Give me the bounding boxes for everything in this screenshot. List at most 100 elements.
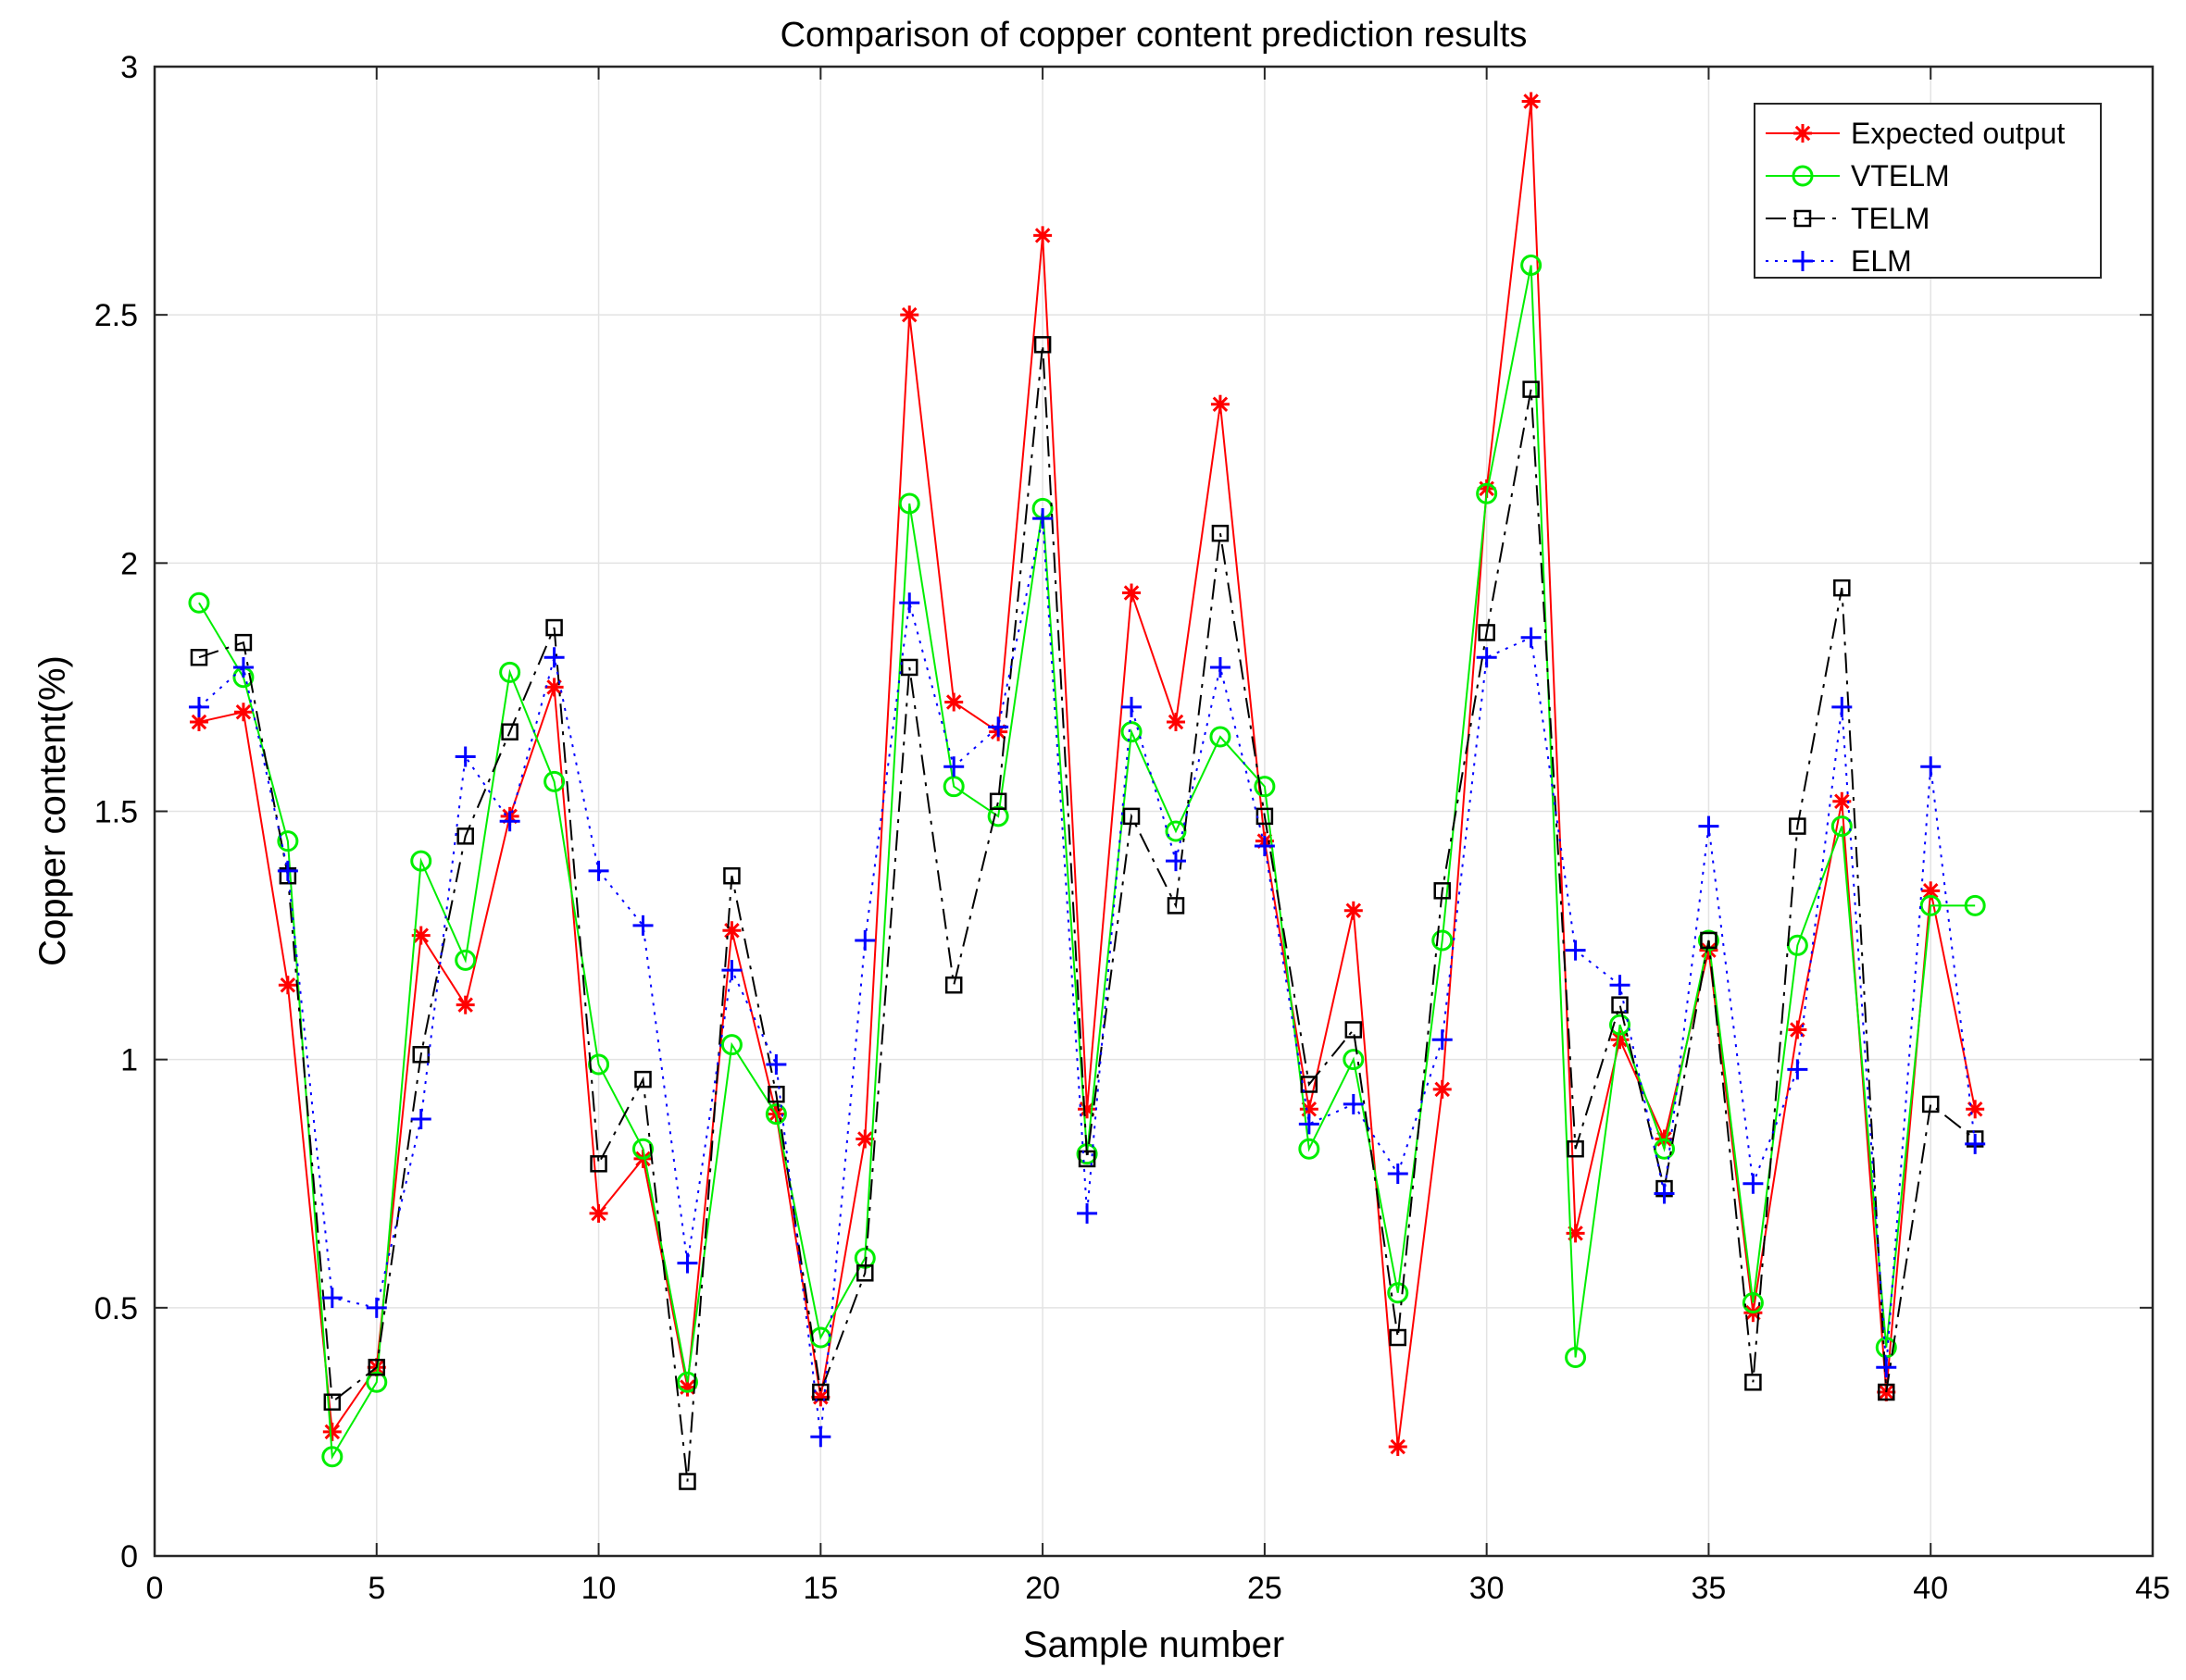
data-point-expected-output <box>722 921 742 940</box>
x-tick-label: 5 <box>368 1571 385 1606</box>
data-point-vtelm <box>987 805 1009 828</box>
data-point-vtelm <box>765 1103 787 1126</box>
x-tick-label: 45 <box>2135 1571 2170 1606</box>
data-point-expected-output <box>1210 394 1230 414</box>
data-point-vtelm <box>321 1446 344 1468</box>
data-point-elm <box>588 860 609 881</box>
data-point-elm <box>410 1109 431 1130</box>
legend-marker-vtelm <box>1792 165 1814 187</box>
data-point-elm <box>1254 836 1275 857</box>
data-point-elm <box>810 1426 831 1448</box>
data-point-vtelm <box>1520 255 1543 277</box>
data-point-elm <box>1654 1183 1675 1204</box>
data-point-elm <box>277 860 298 881</box>
data-point-telm <box>768 1085 785 1103</box>
data-point-telm <box>1478 624 1495 641</box>
data-point-expected-output <box>278 976 297 995</box>
data-point-expected-output <box>1966 1100 1985 1119</box>
data-point-vtelm <box>720 1034 743 1056</box>
data-point-telm <box>545 618 563 637</box>
data-point-elm <box>1831 696 1853 717</box>
data-point-telm <box>234 633 253 652</box>
data-point-vtelm <box>277 830 299 852</box>
data-point-expected-output <box>1122 583 1142 603</box>
y-axis-label: Copper content(%) <box>32 655 73 966</box>
data-point-elm <box>232 656 254 678</box>
data-point-vtelm <box>1254 776 1276 798</box>
data-point-elm <box>1965 1133 1986 1154</box>
y-tick-label: 1 <box>120 1043 138 1078</box>
data-point-expected-output <box>456 995 475 1014</box>
series-line-elm <box>198 517 1977 1437</box>
data-point-elm <box>499 811 520 832</box>
data-point-vtelm <box>410 850 432 872</box>
data-point-vtelm <box>1964 894 1986 916</box>
data-point-expected-output <box>322 1422 342 1441</box>
legend-label-telm: TELM <box>1851 202 1930 235</box>
data-point-vtelm <box>499 661 521 683</box>
data-point-elm <box>455 746 476 767</box>
x-tick-label: 20 <box>1025 1571 1060 1606</box>
data-point-elm <box>1077 1202 1098 1224</box>
data-point-telm <box>1878 1383 1895 1401</box>
data-point-elm <box>1787 1059 1808 1080</box>
data-point-vtelm <box>1165 820 1187 842</box>
data-point-elm <box>988 716 1009 738</box>
data-point-vtelm <box>1919 894 1942 916</box>
data-point-elm <box>1298 1114 1319 1135</box>
legend-label-vtelm: VTELM <box>1851 159 1950 193</box>
data-point-elm <box>721 960 743 981</box>
data-point-elm <box>366 1297 387 1318</box>
data-point-telm <box>1700 931 1718 950</box>
x-tick-label: 40 <box>1913 1571 1948 1606</box>
data-point-telm <box>1211 524 1230 542</box>
data-point-telm <box>1433 882 1451 900</box>
chart-title: Comparison of copper content prediction … <box>781 16 1528 55</box>
data-point-expected-output <box>589 1203 608 1223</box>
data-point-vtelm <box>1830 815 1853 838</box>
y-tick-label: 2 <box>120 546 138 581</box>
data-point-vtelm <box>1209 726 1231 748</box>
data-point-telm <box>1522 380 1540 398</box>
data-point-vtelm <box>1431 929 1454 952</box>
data-point-telm <box>723 866 741 885</box>
x-tick-label: 35 <box>1692 1571 1727 1606</box>
data-point-telm <box>1300 1076 1318 1093</box>
data-point-telm <box>812 1383 830 1401</box>
data-point-elm <box>1387 1164 1408 1185</box>
data-point-expected-output <box>1033 226 1053 245</box>
data-point-elm <box>766 1054 787 1076</box>
data-point-vtelm <box>588 1053 610 1076</box>
data-point-elm <box>1209 656 1230 678</box>
series-telm <box>190 336 1984 1490</box>
data-point-elm <box>1920 756 1942 778</box>
data-point-elm <box>677 1252 698 1274</box>
data-point-vtelm <box>1565 1346 1587 1368</box>
data-point-elm <box>543 647 565 668</box>
data-point-telm <box>1611 996 1629 1014</box>
data-point-expected-output <box>900 305 919 325</box>
data-point-telm <box>1744 1374 1762 1391</box>
data-point-vtelm <box>632 1138 655 1160</box>
data-point-expected-output <box>1432 1079 1452 1099</box>
data-point-vtelm <box>1298 1138 1320 1160</box>
data-point-expected-output <box>1521 92 1541 111</box>
data-point-telm <box>1344 1021 1363 1039</box>
data-point-telm <box>1078 1150 1096 1168</box>
legend-marker-elm <box>1793 251 1813 271</box>
series-elm <box>188 508 1986 1448</box>
series-expected-output <box>189 92 1985 1457</box>
data-point-telm <box>190 648 208 666</box>
data-point-elm <box>632 915 654 936</box>
data-point-telm <box>1389 1328 1407 1347</box>
data-point-vtelm <box>1120 721 1143 743</box>
data-point-elm <box>1743 1173 1764 1194</box>
data-point-elm <box>1698 815 1719 837</box>
data-point-telm <box>856 1264 874 1282</box>
data-point-telm <box>944 976 963 994</box>
data-point-vtelm <box>1609 1014 1631 1036</box>
data-point-expected-output <box>1343 901 1363 920</box>
data-point-vtelm <box>1697 929 1719 952</box>
y-tick-label: 0 <box>120 1539 138 1574</box>
legend-label-elm: ELM <box>1851 244 1912 278</box>
